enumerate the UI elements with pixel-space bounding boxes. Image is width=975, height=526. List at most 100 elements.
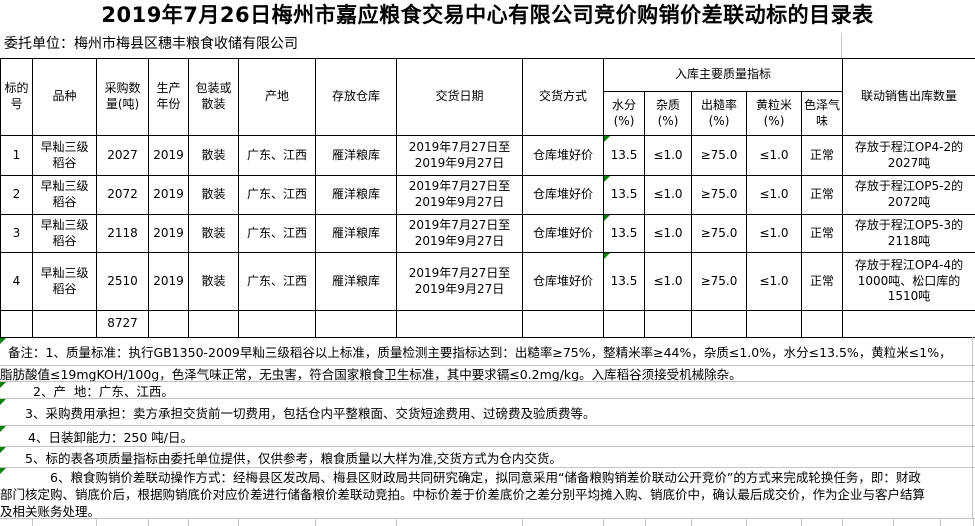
page-title: 2019年7月26日梅州市嘉应粮食交易中心有限公司竞价购销价差联动标的目录表 <box>101 3 874 27</box>
cell-warehouse: 雁洋粮库 <box>315 214 397 253</box>
gridline-vertical <box>645 519 646 526</box>
cell-yellow: ≤1.0 <box>746 214 802 253</box>
gridline-vertical <box>96 519 97 526</box>
gridline-vertical <box>603 519 604 526</box>
cell-date: 2019年7月27日至2019年9月27日 <box>396 175 523 215</box>
col-header-impurity: 杂质(%) <box>644 91 692 136</box>
cell-impurity: ≤1.0 <box>644 135 692 176</box>
notes-section: 备注：1、质量标准：执行GB1350-2009早籼三级稻谷以上标准，质量检测主要… <box>0 338 975 526</box>
cell-variety: 早籼三级稻谷 <box>32 252 97 311</box>
error-indicator-triangle <box>604 136 610 142</box>
gridline-vertical <box>188 519 189 526</box>
error-indicator-triangle <box>0 447 6 453</box>
cell-variety: 早籼三级稻谷 <box>32 214 97 253</box>
header-row-1: 标的号 品种 采购数量(吨) 生产年份 包装或散装 产地 存放仓库 交货日期 交… <box>0 58 975 136</box>
cell-origin: 广东、江西 <box>238 252 316 311</box>
cell-origin: 广东、江西 <box>238 214 316 253</box>
cell-moisture: 13.5 <box>603 214 645 253</box>
table-row: 2 早籼三级稻谷 2072 2019 散装 广东、江西 雁洋粮库 2019年7月… <box>0 175 975 215</box>
cell-date: 2019年7月27日至2019年9月27日 <box>396 214 523 253</box>
cell-method: 仓库堆好价 <box>522 135 604 176</box>
cell-empty <box>188 310 239 338</box>
error-indicator-triangle <box>0 399 6 405</box>
cell-moisture: 13.5 <box>603 252 645 311</box>
gridline-vertical <box>32 519 33 526</box>
gridline-vertical <box>973 519 974 526</box>
cell-linked: 存放于程江OP5-3的2118吨 <box>842 214 975 253</box>
note-line: 3、采购费用承担：卖方承担交货前一切费用，包括仓内平整粮面、交货短途费用、过磅费… <box>0 399 975 426</box>
consignor-text: 委托单位：梅州市梅县区穗丰粮食收储有限公司 <box>4 36 298 52</box>
gridline-vertical <box>972 337 973 518</box>
col-header-quality-group: 入库主要质量指标 <box>603 58 843 92</box>
cell-bid-no: 2 <box>0 175 33 215</box>
cell-color: 正常 <box>801 135 843 176</box>
cell-bid-no: 3 <box>0 214 33 253</box>
cell-rate: ≥75.0 <box>691 214 747 253</box>
cell-method: 仓库堆好价 <box>522 252 604 311</box>
gridline-vertical <box>841 33 842 58</box>
total-row: 8727 <box>0 310 975 338</box>
consignor-line: 委托单位：梅州市梅县区穗丰粮食收储有限公司 <box>0 31 975 58</box>
cell-rate: ≥75.0 <box>691 252 747 311</box>
gridline-vertical <box>893 519 894 526</box>
cell-linked: 存放于程江OP4-2的2027吨 <box>842 135 975 176</box>
note-line: 6、粮食购销价差联动操作方式：经梅县区发改局、梅县区财政局共同研究确定，拟同意采… <box>0 468 975 485</box>
error-indicator-triangle <box>604 215 610 221</box>
error-indicator-triangle <box>0 338 6 344</box>
note-line: 备注：1、质量标准：执行GB1350-2009早籼三级稻谷以上标准，质量检测主要… <box>0 338 975 366</box>
cell-impurity: ≤1.0 <box>644 252 692 311</box>
cell-warehouse: 雁洋粮库 <box>315 135 397 176</box>
cell-empty <box>644 310 692 338</box>
note-line: 部门核定购、销底价后，根据购销底价对应价差进行储备粮价差联动竞拍。中标价差于价差… <box>0 487 926 502</box>
col-header-yellow-grain: 黄粒米(%) <box>746 91 802 136</box>
cell-linked: 存放于程江OP5-2的2072吨 <box>842 175 975 215</box>
cell-linked: 存放于程江OP4-4的1000吨、松口库的1510吨 <box>842 252 975 311</box>
cell-color: 正常 <box>801 175 843 215</box>
col-header-delivery-method: 交货方式 <box>522 58 604 136</box>
cell-impurity: ≤1.0 <box>644 175 692 215</box>
gridline-vertical <box>396 519 397 526</box>
cell-empty <box>603 310 645 338</box>
cell-empty <box>691 310 747 338</box>
col-header-purchase-qty: 采购数量(吨) <box>96 58 149 136</box>
cell-moisture: 13.5 <box>603 175 645 215</box>
cell-method: 仓库堆好价 <box>522 175 604 215</box>
cell-date: 2019年7月27日至2019年9月27日 <box>396 135 523 176</box>
col-header-variety: 品种 <box>32 58 97 136</box>
gridline-vertical <box>842 519 843 526</box>
cell-warehouse: 雁洋粮库 <box>315 175 397 215</box>
cell-color: 正常 <box>801 214 843 253</box>
cell-yellow: ≤1.0 <box>746 175 802 215</box>
gridline-vertical <box>522 519 523 526</box>
header-row-2: 水分(%) 杂质(%) 出糙率(%) 黄粒米(%) 色泽气味 <box>1 91 975 136</box>
cell-empty <box>315 310 397 338</box>
cell-empty <box>32 310 97 338</box>
cell-packing: 散装 <box>188 252 239 311</box>
cell-variety: 早籼三级稻谷 <box>32 135 97 176</box>
cell-warehouse: 雁洋粮库 <box>315 252 397 311</box>
col-header-year: 生产年份 <box>148 58 189 136</box>
gridline-vertical <box>746 519 747 526</box>
gridline-vertical <box>315 519 316 526</box>
cell-rate: ≥75.0 <box>691 135 747 176</box>
cell-yellow: ≤1.0 <box>746 135 802 176</box>
cell-empty <box>842 310 975 338</box>
cell-moisture: 13.5 <box>603 135 645 176</box>
bid-catalog-table: 标的号 品种 采购数量(吨) 生产年份 包装或散装 产地 存放仓库 交货日期 交… <box>0 58 975 338</box>
empty-gridline-row <box>0 519 975 526</box>
cell-bid-no: 4 <box>0 252 33 311</box>
col-header-color-odor: 色泽气味 <box>801 91 843 136</box>
cell-origin: 广东、江西 <box>238 135 316 176</box>
error-indicator-triangle <box>0 426 6 432</box>
col-header-origin: 产地 <box>238 58 316 136</box>
cell-qty: 2118 <box>96 214 149 253</box>
error-indicator-triangle <box>0 382 6 388</box>
cell-packing: 散装 <box>188 214 239 253</box>
cell-empty <box>801 310 843 338</box>
cell-year: 2019 <box>148 214 189 253</box>
cell-empty <box>238 310 316 338</box>
cell-empty <box>522 310 604 338</box>
cell-total-qty: 8727 <box>96 310 149 338</box>
col-header-delivery-date: 交货日期 <box>396 58 523 136</box>
